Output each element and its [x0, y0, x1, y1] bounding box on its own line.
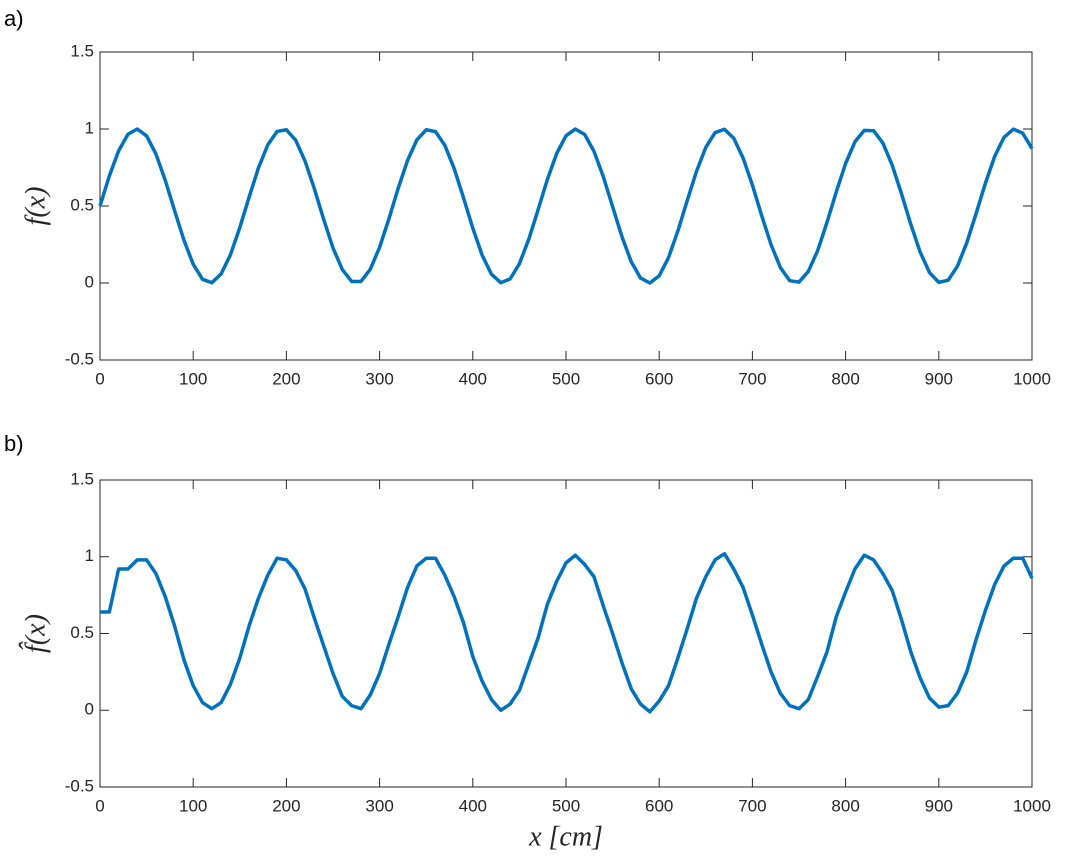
y-tick-label: -0.5: [65, 776, 94, 795]
x-tick-label: 1000: [1013, 796, 1051, 815]
y-tick-label: 0: [85, 272, 94, 291]
x-tick-label: 500: [552, 796, 580, 815]
panel-label: b): [4, 431, 24, 456]
x-tick-label: 100: [179, 796, 207, 815]
x-tick-label: 300: [365, 369, 393, 388]
data-line: [98, 127, 1034, 285]
x-tick-label: 900: [925, 796, 953, 815]
x-tick-label: 800: [831, 796, 859, 815]
axes-box: [99, 479, 1033, 788]
x-tick-label: 400: [459, 369, 487, 388]
y-tick-label: 0: [85, 700, 94, 719]
x-tick-label: 800: [831, 369, 859, 388]
x-tick-label: 600: [645, 369, 673, 388]
axes-box: [99, 51, 1033, 361]
y-tick-label: 0.5: [70, 195, 94, 214]
y-axis-label: f(x): [20, 187, 51, 226]
x-tick-label: 500: [552, 369, 580, 388]
x-tick-label: 200: [272, 796, 300, 815]
x-tick-label: 900: [925, 369, 953, 388]
x-tick-label: 700: [738, 369, 766, 388]
y-tick-label: 0.5: [70, 623, 94, 642]
x-axis-label: x [cm]: [528, 821, 603, 852]
x-tick-label: 700: [738, 796, 766, 815]
panel-label: a): [4, 6, 24, 31]
y-axis-label: f̂(x): [20, 614, 52, 653]
x-tick-label: 400: [459, 796, 487, 815]
data-line: [100, 551, 1034, 714]
x-tick-label: 200: [272, 369, 300, 388]
x-tick-label: 0: [95, 796, 104, 815]
y-tick-label: 1: [85, 118, 94, 137]
x-tick-label: 600: [645, 796, 673, 815]
x-tick-label: 300: [365, 796, 393, 815]
x-tick-label: 1000: [1013, 369, 1051, 388]
y-tick-label: 1.5: [70, 41, 94, 60]
y-tick-label: 1.5: [70, 469, 94, 488]
x-tick-label: 100: [179, 369, 207, 388]
x-tick-label: 0: [95, 369, 104, 388]
y-tick-label: -0.5: [65, 349, 94, 368]
y-tick-label: 1: [85, 546, 94, 565]
